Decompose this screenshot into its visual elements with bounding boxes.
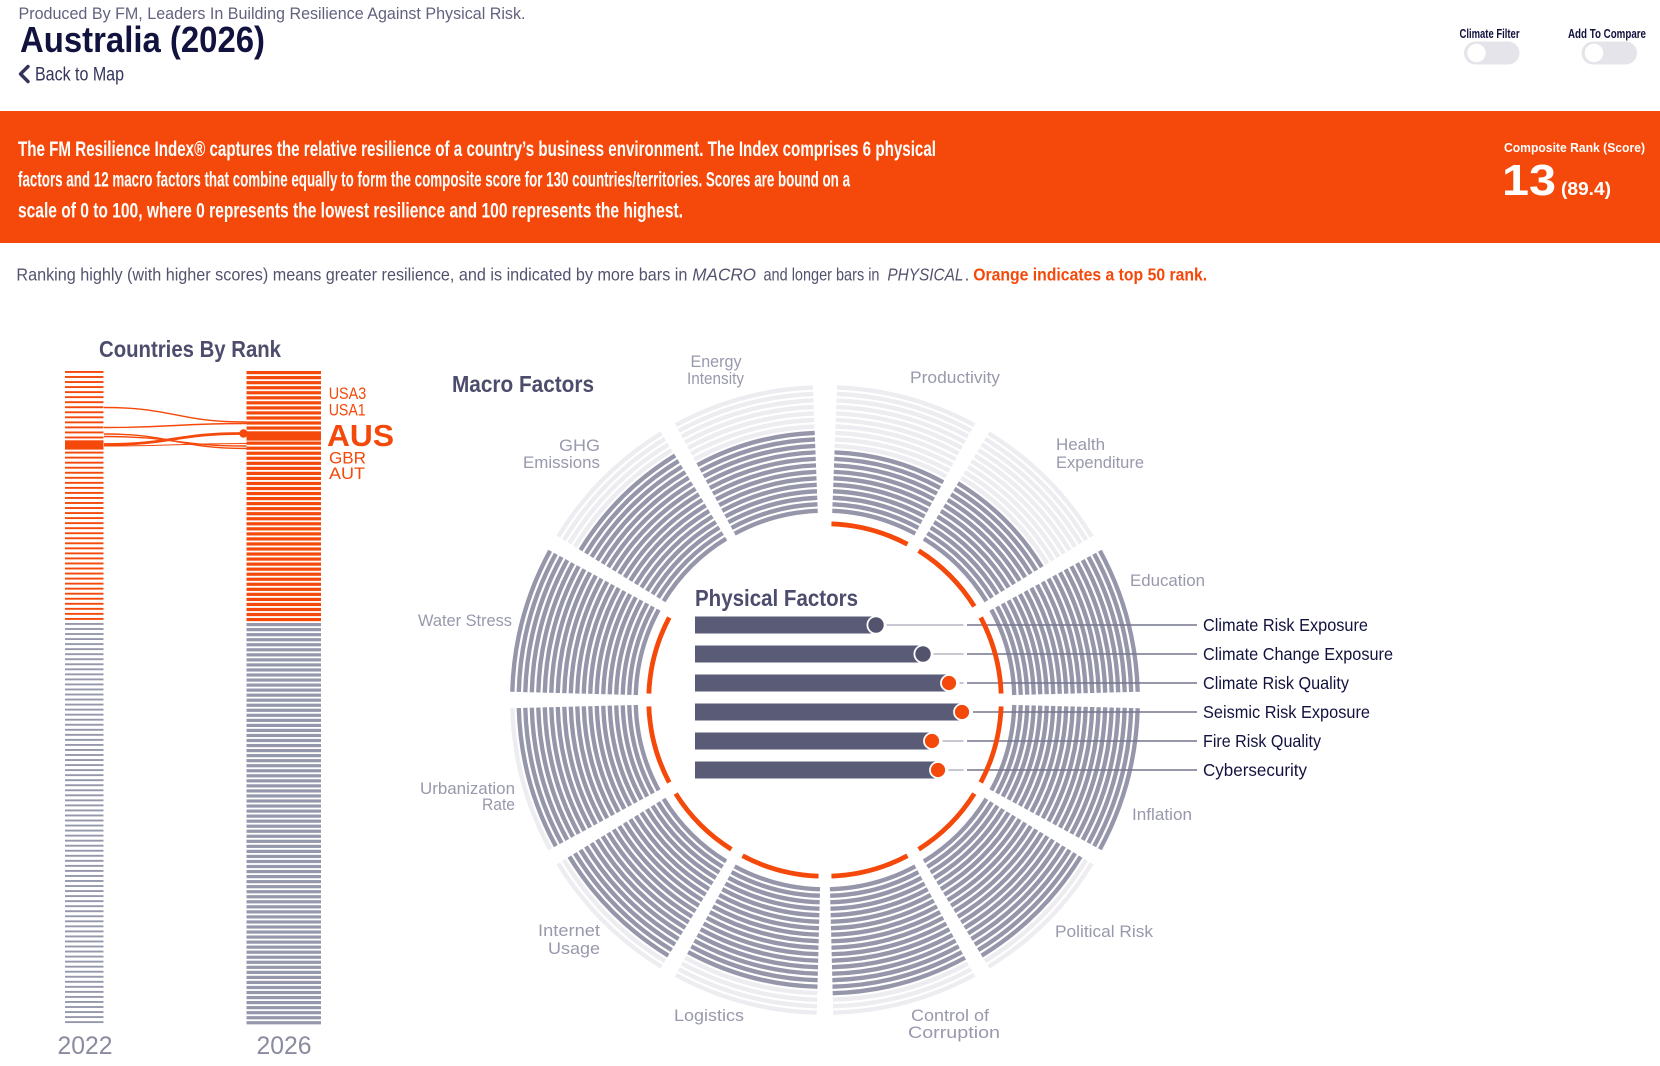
svg-text:Physical Factors: Physical Factors bbox=[695, 585, 858, 611]
svg-text:Usage: Usage bbox=[548, 940, 600, 958]
svg-text:Fire Risk Quality: Fire Risk Quality bbox=[1203, 731, 1321, 751]
svg-text:Rate: Rate bbox=[482, 796, 515, 814]
svg-text:Inflation: Inflation bbox=[1132, 806, 1192, 824]
svg-text:GBR: GBR bbox=[329, 450, 366, 468]
svg-text:USA3: USA3 bbox=[329, 385, 367, 403]
svg-text:Energy: Energy bbox=[691, 353, 743, 371]
svg-text:Expenditure: Expenditure bbox=[1056, 454, 1144, 472]
svg-text:AUS: AUS bbox=[327, 418, 394, 453]
svg-text:Seismic Risk Exposure: Seismic Risk Exposure bbox=[1203, 702, 1370, 722]
svg-text:and longer bars in: and longer bars in bbox=[764, 265, 880, 285]
svg-text:PHYSICAL: PHYSICAL bbox=[887, 265, 963, 285]
svg-text:scale of 0 to 100, where 0 rep: scale of 0 to 100, where 0 represents th… bbox=[18, 200, 683, 223]
svg-text:Education: Education bbox=[1130, 572, 1205, 590]
svg-text:Health: Health bbox=[1056, 436, 1105, 454]
svg-text:Climate Risk Exposure: Climate Risk Exposure bbox=[1203, 615, 1368, 635]
svg-text:MACRO: MACRO bbox=[692, 265, 756, 285]
svg-text:AUT: AUT bbox=[329, 465, 365, 483]
svg-text:Emissions: Emissions bbox=[523, 454, 600, 472]
svg-text:factors and 12 macro factors t: factors and 12 macro factors that combin… bbox=[18, 169, 850, 192]
svg-text:Climate Risk Quality: Climate Risk Quality bbox=[1203, 673, 1349, 693]
svg-text:Macro Factors: Macro Factors bbox=[452, 371, 594, 397]
svg-text:2022: 2022 bbox=[58, 1032, 113, 1060]
svg-text:GHG: GHG bbox=[559, 437, 600, 455]
svg-text:Climate Change Exposure: Climate Change Exposure bbox=[1203, 644, 1393, 664]
svg-text:Logistics: Logistics bbox=[674, 1007, 744, 1025]
svg-text:Corruption: Corruption bbox=[908, 1024, 1000, 1042]
svg-text:Add To Compare: Add To Compare bbox=[1568, 27, 1646, 41]
svg-text:USA1: USA1 bbox=[329, 402, 366, 420]
svg-text:(89.4): (89.4) bbox=[1561, 179, 1611, 199]
svg-text:Back to Map: Back to Map bbox=[35, 65, 124, 86]
svg-text:Composite Rank (Score): Composite Rank (Score) bbox=[1504, 141, 1645, 155]
svg-text:Control of: Control of bbox=[911, 1007, 989, 1025]
svg-text:Australia (2026): Australia (2026) bbox=[20, 19, 265, 60]
svg-text:13: 13 bbox=[1502, 156, 1556, 205]
svg-text:Political Risk: Political Risk bbox=[1055, 923, 1154, 941]
svg-text:Internet: Internet bbox=[538, 922, 600, 940]
svg-text:Orange indicates a top 50 rank: Orange indicates a top 50 rank. bbox=[973, 265, 1207, 285]
svg-text:Produced By FM, Leaders In Bui: Produced By FM, Leaders In Building Resi… bbox=[19, 4, 526, 23]
svg-text:Countries By Rank: Countries By Rank bbox=[99, 336, 281, 362]
svg-text:The FM Resilience Index® captu: The FM Resilience Index® captures the re… bbox=[18, 138, 936, 161]
svg-text:2026: 2026 bbox=[257, 1032, 312, 1060]
svg-text:Productivity: Productivity bbox=[910, 369, 1001, 387]
svg-text:Water Stress: Water Stress bbox=[418, 612, 512, 630]
svg-text:Urbanization: Urbanization bbox=[420, 780, 515, 798]
svg-text:Intensity: Intensity bbox=[687, 370, 745, 388]
svg-text:Cybersecurity: Cybersecurity bbox=[1203, 760, 1307, 780]
svg-text:Ranking highly (with higher sc: Ranking highly (with higher scores) mean… bbox=[16, 265, 687, 285]
svg-text:Climate Filter: Climate Filter bbox=[1460, 27, 1520, 41]
svg-text:.: . bbox=[965, 265, 970, 285]
